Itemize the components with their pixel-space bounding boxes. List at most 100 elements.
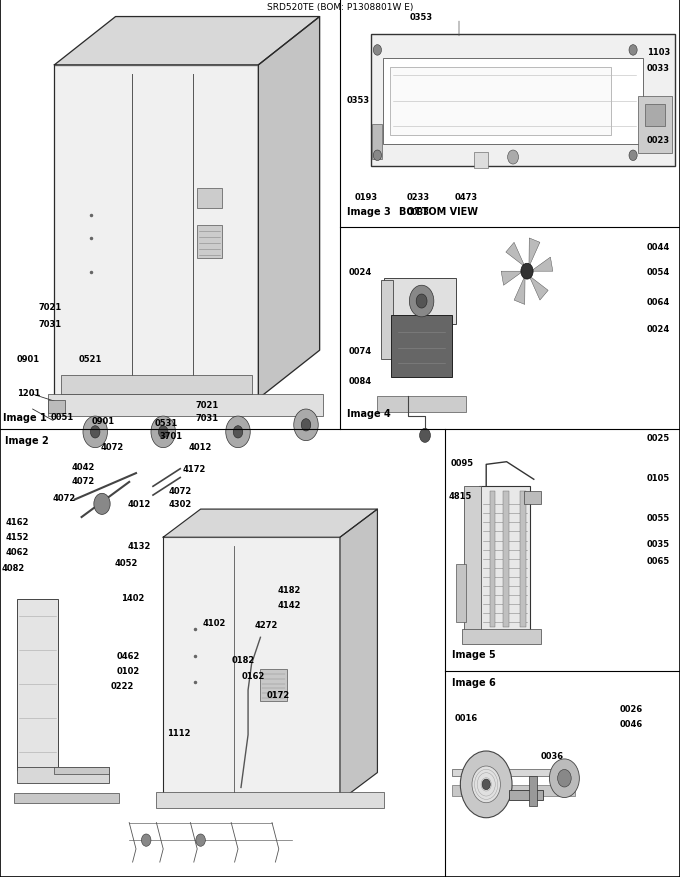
Polygon shape (529, 239, 540, 267)
Text: 3701: 3701 (160, 431, 183, 440)
Text: 0033: 0033 (647, 64, 670, 73)
Circle shape (233, 426, 243, 438)
Polygon shape (529, 276, 548, 301)
Text: 4152: 4152 (5, 532, 29, 541)
Bar (474, 153, 488, 168)
Bar (17, 767, 109, 783)
Text: 0084: 0084 (348, 377, 371, 386)
Circle shape (373, 151, 381, 161)
Text: 0064: 0064 (647, 298, 670, 307)
Text: 4082: 4082 (1, 563, 24, 572)
Circle shape (301, 419, 311, 431)
Circle shape (507, 151, 519, 165)
Text: 4132: 4132 (128, 541, 151, 550)
Text: 0026: 0026 (619, 704, 643, 713)
Bar (48, 401, 65, 414)
Text: 7021: 7021 (39, 303, 62, 311)
Text: 4142: 4142 (277, 601, 301, 610)
Bar (638, 96, 672, 153)
Bar (490, 491, 495, 627)
Text: 0531: 0531 (155, 418, 178, 427)
Text: 0233: 0233 (407, 193, 430, 202)
Circle shape (151, 417, 175, 448)
Text: BOTTOM VIEW: BOTTOM VIEW (399, 207, 478, 217)
Circle shape (416, 295, 427, 309)
Bar (372, 125, 382, 160)
Text: 4072: 4072 (71, 476, 95, 485)
Circle shape (94, 494, 110, 515)
Bar (383, 59, 643, 145)
Bar (452, 786, 575, 796)
Circle shape (482, 779, 490, 789)
Text: 0065: 0065 (647, 557, 670, 566)
Text: 0036: 0036 (541, 752, 564, 760)
Text: 0462: 0462 (117, 652, 140, 660)
Text: 0074: 0074 (348, 346, 371, 355)
Text: 7031: 7031 (39, 320, 62, 329)
Text: 0024: 0024 (647, 324, 670, 333)
Text: 0901: 0901 (92, 417, 115, 425)
Text: 0033: 0033 (407, 208, 430, 217)
Bar (14, 793, 119, 803)
Text: Image 5: Image 5 (452, 650, 496, 660)
Text: 0055: 0055 (647, 513, 670, 522)
Text: Image 4: Image 4 (347, 409, 390, 418)
Bar (462, 629, 541, 645)
Text: 1402: 1402 (121, 594, 144, 602)
Bar (524, 491, 541, 504)
Bar (384, 279, 456, 324)
Text: 4102: 4102 (203, 618, 226, 627)
Text: 4162: 4162 (5, 517, 29, 526)
Polygon shape (163, 510, 377, 538)
Polygon shape (340, 510, 377, 801)
Text: 0102: 0102 (117, 667, 140, 675)
Text: 4302: 4302 (169, 500, 192, 509)
Circle shape (90, 426, 100, 438)
Text: 7031: 7031 (196, 414, 219, 423)
Bar (391, 316, 452, 377)
Text: 0182: 0182 (231, 655, 254, 664)
Bar (452, 768, 568, 776)
Bar (48, 395, 323, 417)
Bar (645, 105, 665, 127)
Polygon shape (514, 276, 525, 305)
Bar (197, 225, 222, 259)
Text: 1112: 1112 (167, 728, 190, 737)
Bar (61, 375, 252, 395)
Circle shape (629, 46, 637, 56)
Circle shape (521, 264, 533, 280)
Bar (197, 189, 222, 209)
Bar (390, 68, 611, 136)
Text: 0035: 0035 (647, 539, 670, 548)
Circle shape (196, 834, 205, 846)
Bar (456, 565, 466, 623)
Polygon shape (54, 18, 320, 66)
Text: 0016: 0016 (454, 713, 477, 722)
Text: 0473: 0473 (454, 193, 477, 202)
Bar (479, 487, 530, 631)
Circle shape (472, 766, 500, 802)
Bar (260, 669, 287, 701)
Text: 4072: 4072 (169, 487, 192, 496)
Circle shape (629, 151, 637, 161)
Circle shape (141, 834, 151, 846)
Text: 4012: 4012 (189, 443, 212, 452)
Bar (371, 35, 675, 167)
Bar (520, 491, 526, 627)
Text: 1103: 1103 (647, 48, 670, 57)
Circle shape (549, 759, 579, 798)
Text: SRD520TE (BOM: P1308801W E): SRD520TE (BOM: P1308801W E) (267, 3, 413, 11)
Text: 0901: 0901 (17, 355, 40, 364)
Text: 7021: 7021 (196, 401, 219, 410)
Bar (163, 538, 340, 801)
Bar (156, 792, 384, 808)
Bar (54, 66, 258, 399)
Bar (509, 789, 543, 800)
Text: 0054: 0054 (647, 267, 670, 276)
Text: Image 3: Image 3 (347, 207, 390, 217)
Text: 0172: 0172 (267, 690, 290, 699)
Circle shape (460, 751, 512, 817)
Circle shape (294, 410, 318, 441)
Bar (529, 776, 537, 807)
Text: 0095: 0095 (450, 459, 473, 467)
